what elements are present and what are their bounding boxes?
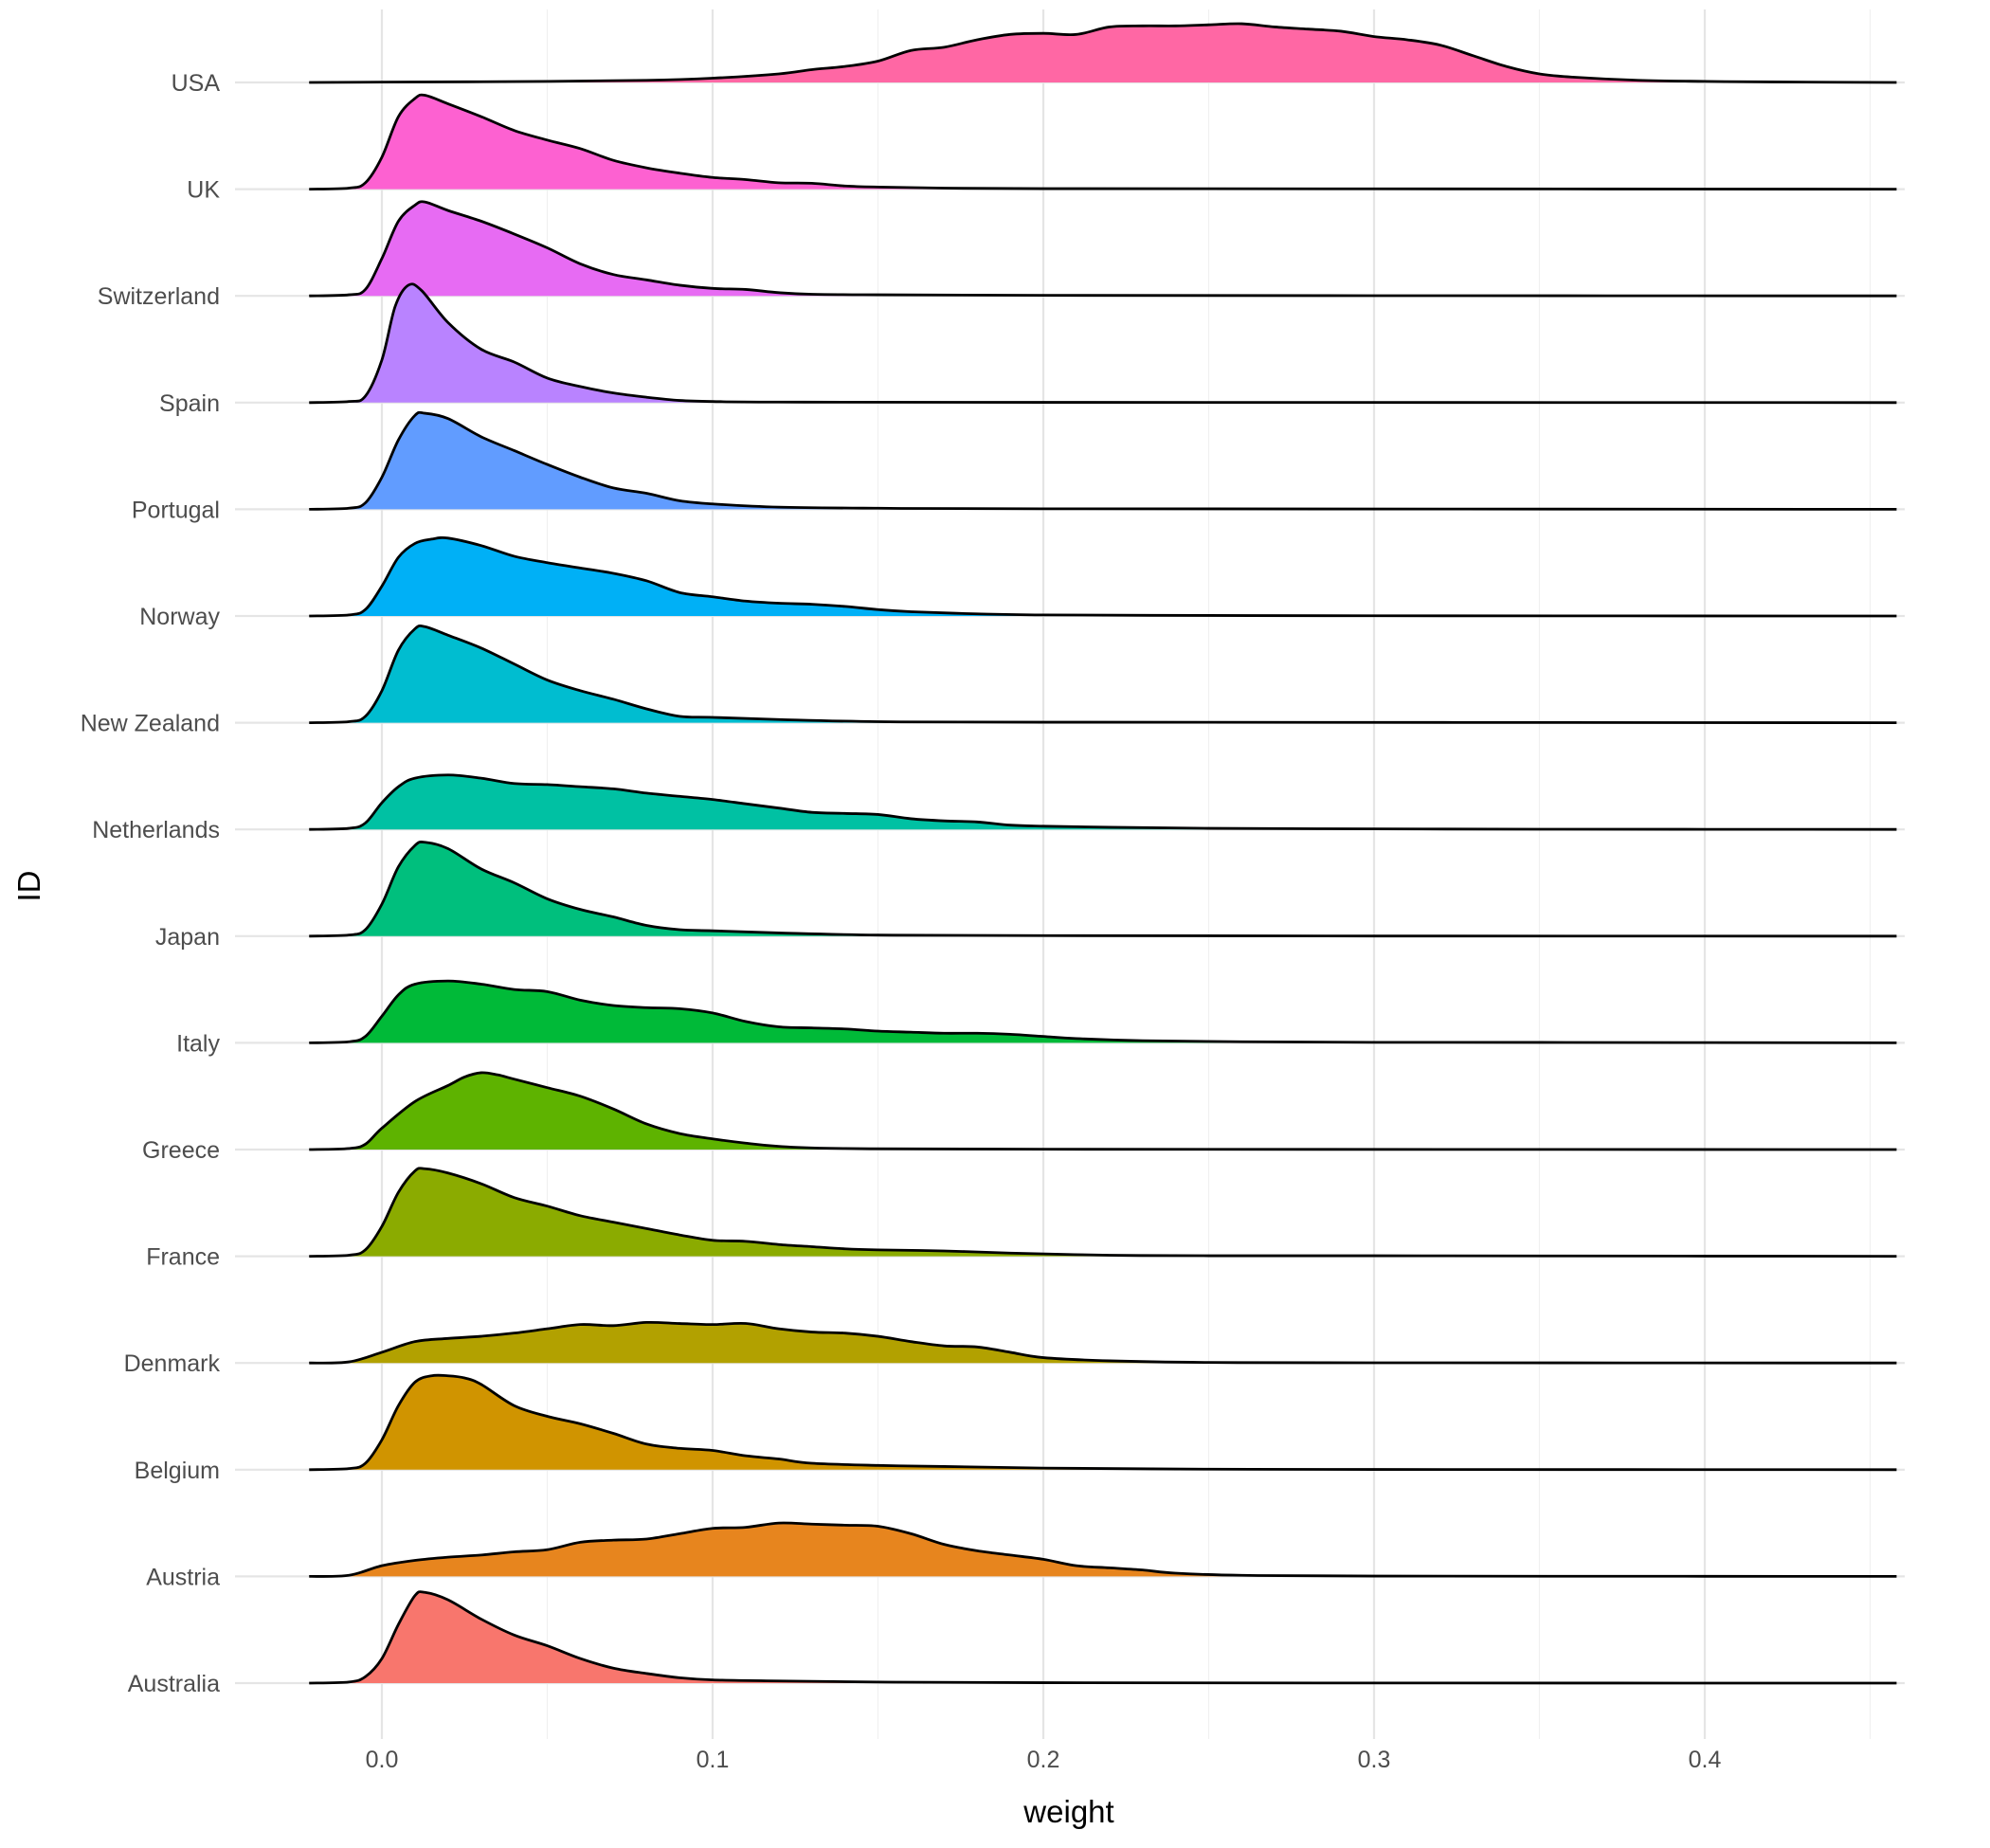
y-tick-label: USA	[172, 70, 221, 97]
ridge-area	[309, 95, 1897, 190]
ridge-area	[309, 1168, 1897, 1257]
ridge-area	[309, 1072, 1897, 1150]
y-tick-label: Australia	[128, 1671, 220, 1697]
y-tick-label: UK	[187, 177, 220, 204]
ridge-area	[309, 412, 1897, 510]
ridge-area	[309, 23, 1897, 82]
x-tick-label: 0.4	[1689, 1747, 1722, 1773]
ridge-area	[309, 981, 1897, 1043]
y-tick-label: New Zealand	[81, 711, 220, 737]
y-tick-label: Portugal	[132, 497, 220, 523]
y-tick-label: Japan	[155, 924, 220, 951]
ridge-area	[309, 201, 1897, 297]
ridge-new-zealand	[309, 624, 1897, 724]
axis-layer: Australia Austria Belgium Denmark France Gree…	[81, 70, 1722, 1773]
y-tick-label: Greece	[142, 1137, 220, 1164]
ridge-netherlands	[309, 773, 1897, 831]
y-tick-label: Belgium	[135, 1458, 220, 1484]
ridge-area	[309, 1375, 1897, 1470]
ridge-outline	[309, 410, 1897, 511]
x-axis-title: weight	[1022, 1794, 1113, 1829]
ridge-outline	[309, 282, 1897, 405]
ridge-outline	[309, 535, 1897, 618]
y-tick-label: Italy	[176, 1030, 220, 1057]
ridge-outline	[309, 1521, 1897, 1578]
y-tick-label: Norway	[139, 604, 220, 630]
ridge-australia	[309, 1590, 1897, 1685]
ridge-portugal	[309, 410, 1897, 511]
ridge-greece	[309, 1071, 1897, 1151]
ridge-area	[309, 1322, 1897, 1364]
ridge-outline	[309, 1320, 1897, 1365]
ridge-area	[309, 774, 1897, 830]
y-tick-label: Switzerland	[98, 283, 220, 310]
ridge-belgium	[309, 1373, 1897, 1472]
ridge-switzerland	[309, 200, 1897, 298]
ridge-outline	[309, 93, 1897, 190]
ridge-area	[309, 283, 1897, 403]
ridge-outline	[309, 1071, 1897, 1151]
ridge-outline	[309, 1373, 1897, 1472]
ridge-denmark	[309, 1320, 1897, 1365]
ridge-outline	[309, 624, 1897, 724]
y-axis-title: ID	[11, 871, 46, 902]
x-tick-label: 0.0	[366, 1747, 399, 1773]
ridge-outline	[309, 1590, 1897, 1685]
y-tick-label: Austria	[146, 1564, 220, 1590]
ridge-outline	[309, 1167, 1897, 1258]
x-tick-label: 0.2	[1027, 1747, 1060, 1773]
ridge-italy	[309, 979, 1897, 1044]
ridge-outline	[309, 979, 1897, 1044]
ridge-uk	[309, 93, 1897, 190]
ridge-outline	[309, 22, 1897, 84]
y-tick-label: Netherlands	[92, 817, 220, 843]
y-tick-label: France	[146, 1244, 220, 1271]
ridge-area	[309, 625, 1897, 723]
ridge-usa	[309, 22, 1897, 84]
ridge-austria	[309, 1521, 1897, 1578]
ridge-outline	[309, 840, 1897, 938]
ridge-area	[309, 1591, 1897, 1683]
ridge-outline	[309, 200, 1897, 298]
ridge-norway	[309, 535, 1897, 618]
ridge-area	[309, 1522, 1897, 1577]
ridge-layer	[309, 22, 1897, 1685]
y-tick-label: Spain	[159, 390, 220, 417]
ridge-spain	[309, 282, 1897, 405]
x-tick-label: 0.3	[1358, 1747, 1391, 1773]
ridge-outline	[309, 773, 1897, 831]
ridge-area	[309, 842, 1897, 936]
ridge-france	[309, 1167, 1897, 1258]
y-tick-label: Denmark	[124, 1350, 221, 1377]
ridge-japan	[309, 840, 1897, 938]
x-tick-label: 0.1	[696, 1747, 730, 1773]
